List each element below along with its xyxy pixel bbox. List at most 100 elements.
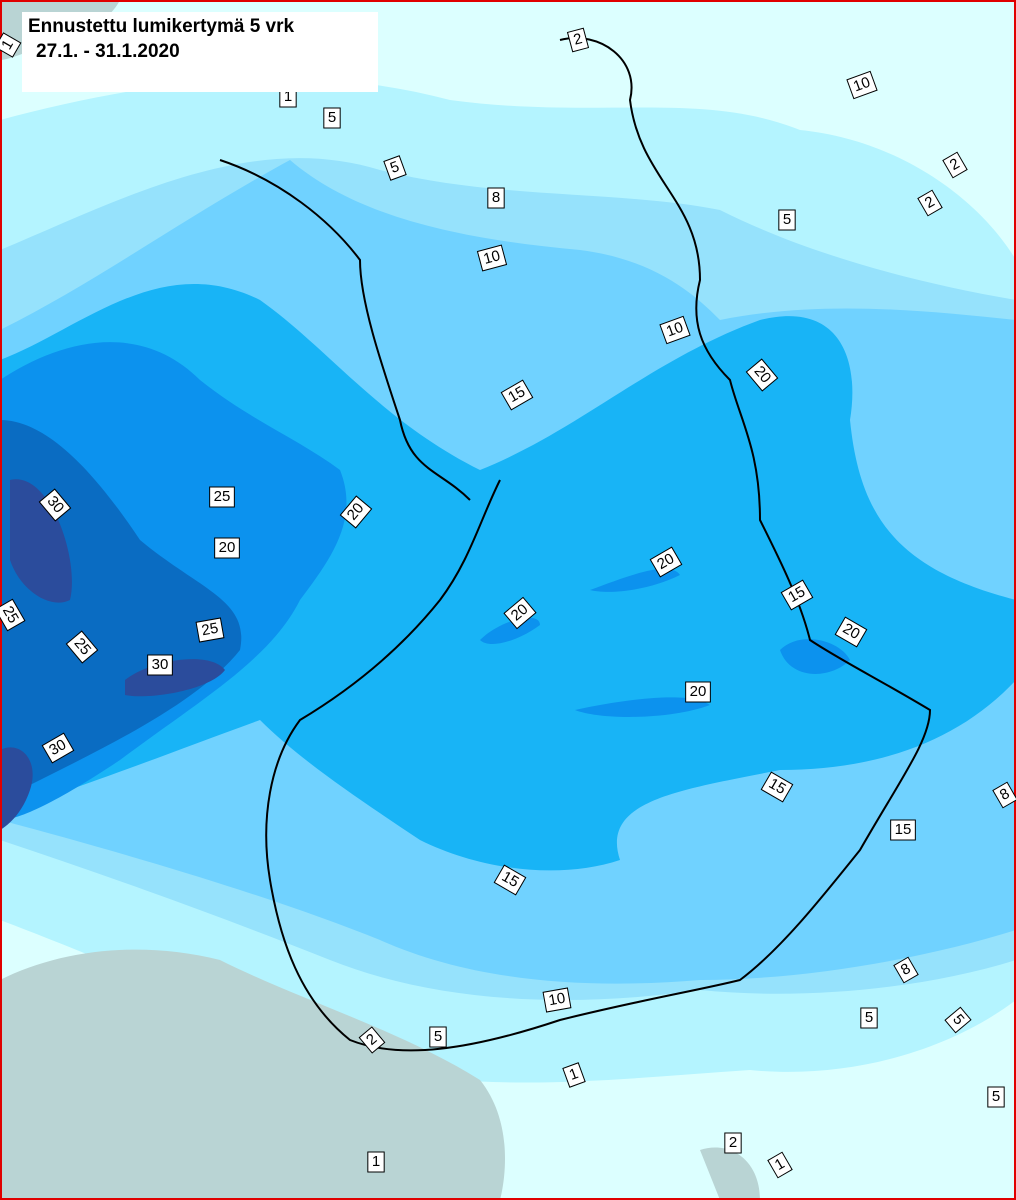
- contour-label: 20: [834, 616, 868, 648]
- label-box: [780, 579, 814, 611]
- label-box: [0, 32, 22, 58]
- contour-value: 5: [992, 1088, 1000, 1105]
- label-box: [893, 956, 919, 984]
- contour-value: 25: [214, 488, 231, 505]
- label-box: [724, 1132, 742, 1154]
- contour-value: 15: [766, 775, 789, 798]
- contour-value: 30: [152, 656, 169, 673]
- contour-label: 20: [339, 495, 373, 529]
- contour-label: 2: [358, 1026, 386, 1054]
- contour-value: 15: [785, 583, 808, 606]
- title: Ennustettu lumikertymä 5 vrk: [28, 16, 295, 37]
- label-box: [214, 537, 240, 559]
- contour-value: 20: [690, 683, 707, 700]
- contour-label: 20: [214, 537, 240, 559]
- contour-label: 5: [944, 1006, 972, 1034]
- label-box: [917, 189, 943, 217]
- contour-value: 2: [729, 1134, 737, 1151]
- contour-label: 8: [487, 187, 505, 209]
- label-box: [493, 864, 527, 896]
- contour-label: 2: [566, 27, 590, 53]
- contour-label: 1: [0, 32, 22, 58]
- title-box: Ennustettu lumikertymä 5 vrk 27.1. - 31.…: [22, 12, 378, 92]
- label-box: [500, 379, 534, 411]
- contour-value: 10: [664, 319, 685, 341]
- contour-label: 10: [476, 244, 508, 272]
- label-box: [944, 1006, 972, 1034]
- contour-label: 5: [383, 155, 407, 181]
- label-box: [890, 819, 916, 841]
- contour-label: 1: [367, 1151, 385, 1173]
- label-box: [778, 209, 796, 231]
- contour-label: 30: [41, 732, 75, 764]
- contour-label: 15: [500, 379, 534, 411]
- contour-label: 5: [987, 1086, 1005, 1108]
- label-box: [323, 107, 341, 129]
- contour-label: 5: [429, 1026, 447, 1048]
- label-box: [65, 630, 99, 664]
- contour-label: 25: [65, 630, 99, 664]
- contour-label: 5: [860, 1007, 878, 1029]
- contour-value: 25: [200, 620, 219, 640]
- label-box: [476, 244, 508, 272]
- label-box: [562, 1062, 586, 1088]
- label-box: [41, 732, 75, 764]
- contour-value: 1: [284, 88, 292, 105]
- label-box: [339, 495, 373, 529]
- contour-label: 20: [503, 596, 537, 630]
- borders-coast: [219, 37, 932, 1052]
- land: [0, 949, 760, 1200]
- contour-label: 20: [745, 358, 779, 392]
- contour-value: 25: [0, 603, 22, 626]
- contour-value: 30: [46, 736, 69, 759]
- contour-value: 5: [434, 1028, 442, 1045]
- contour-label: 15: [780, 579, 814, 611]
- contour-value: 10: [547, 990, 566, 1010]
- label-box: [659, 315, 691, 345]
- contour-value: 5: [783, 211, 791, 228]
- contour-value: 1: [372, 1153, 380, 1170]
- label-box: [566, 27, 590, 53]
- contour-value: 5: [865, 1009, 873, 1026]
- label-box: [209, 486, 235, 508]
- label-box: [942, 151, 968, 179]
- label-box: [767, 1151, 793, 1179]
- contour-value: 15: [505, 383, 528, 406]
- contour-label: 15: [493, 864, 527, 896]
- contour-value: 20: [654, 550, 677, 573]
- label-box: [0, 598, 26, 632]
- label-box: [367, 1151, 385, 1173]
- contour-label: 8: [893, 956, 919, 984]
- label-box: [429, 1026, 447, 1048]
- contour-label: 2: [724, 1132, 742, 1154]
- contour-label: 15: [760, 771, 794, 803]
- zone-8: [0, 479, 225, 830]
- contour-label: 5: [778, 209, 796, 231]
- label-box: [649, 546, 683, 578]
- label-box: [38, 488, 72, 522]
- contour-label: 20: [649, 546, 683, 578]
- contour-value: 10: [482, 247, 503, 268]
- contour-value: 20: [840, 620, 863, 643]
- label-box: [383, 155, 407, 181]
- contour-label: 10: [846, 70, 878, 100]
- contour-value: 15: [499, 868, 522, 891]
- label-box: [503, 596, 537, 630]
- contour-value: 20: [219, 539, 236, 556]
- contour-label: 25: [0, 598, 26, 632]
- contour-label: 10: [659, 315, 691, 345]
- label-box: [987, 1086, 1005, 1108]
- contour-label: 30: [38, 488, 72, 522]
- label-box: [542, 987, 572, 1013]
- contour-value: 15: [895, 821, 912, 838]
- label-box: [745, 358, 779, 392]
- contour-label: 20: [685, 681, 711, 703]
- contour-value: 10: [851, 74, 872, 96]
- contour-label: 2: [942, 151, 968, 179]
- contour-label: 1: [562, 1062, 586, 1088]
- contour-label: 5: [323, 107, 341, 129]
- label-box: [195, 617, 225, 643]
